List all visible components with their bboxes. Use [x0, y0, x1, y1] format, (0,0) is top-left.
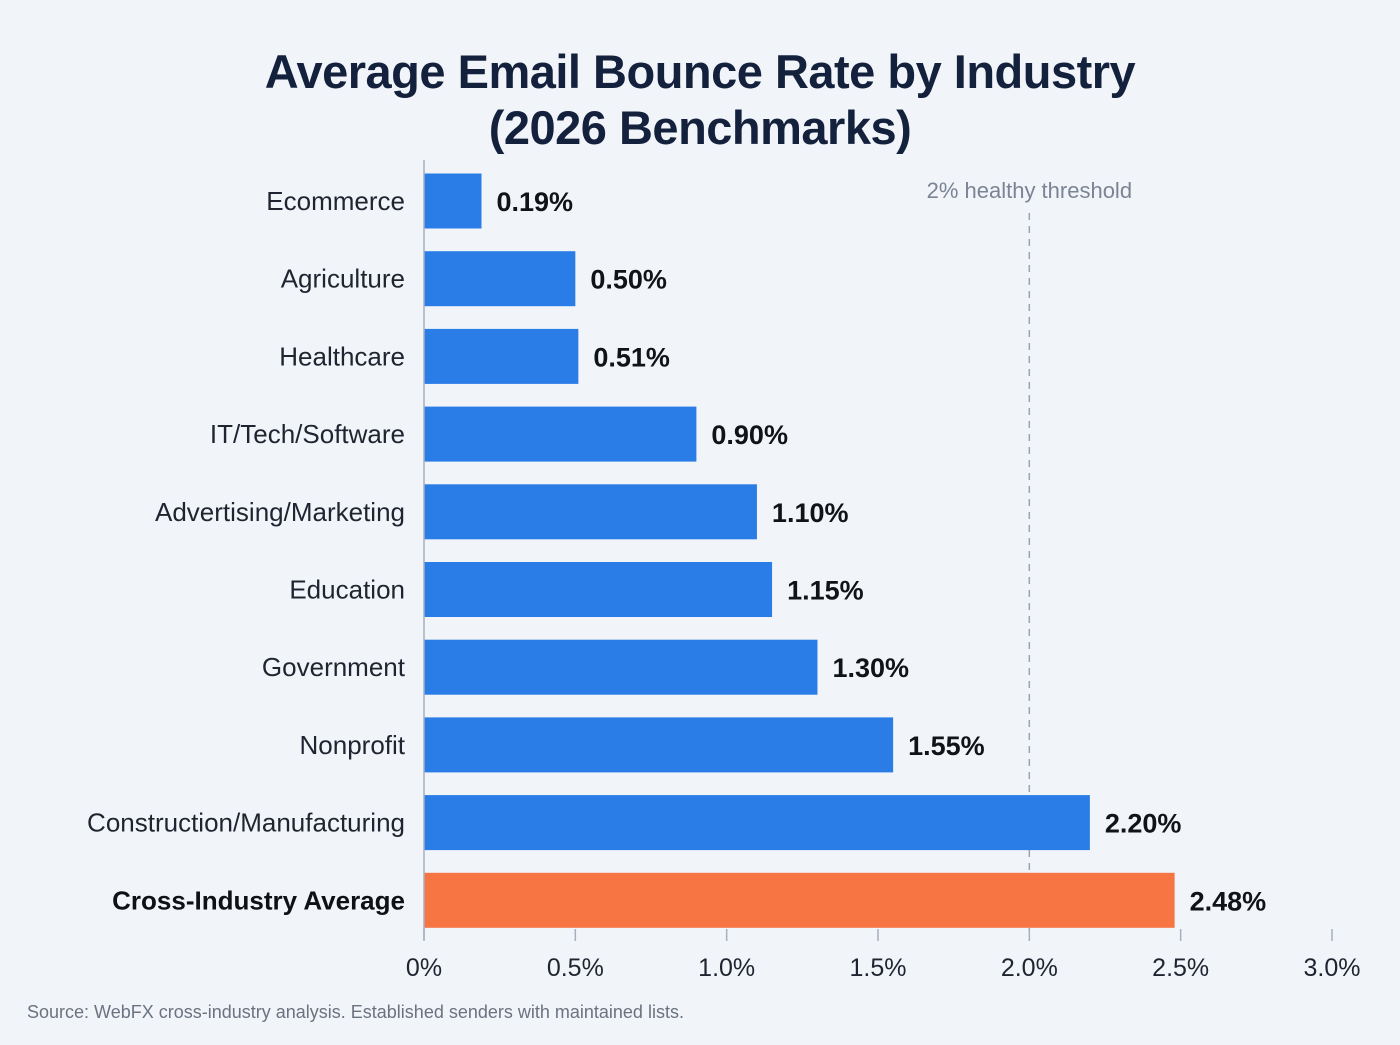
category-label: Nonprofit	[300, 730, 406, 760]
category-label: Government	[262, 652, 406, 682]
value-label: 1.10%	[772, 498, 849, 528]
value-label: 0.50%	[590, 265, 667, 295]
x-tick-label: 0.5%	[547, 954, 604, 982]
bar-4	[424, 484, 757, 540]
bar-5	[424, 562, 773, 617]
value-label: 1.55%	[908, 731, 985, 761]
category-label: Agriculture	[281, 264, 405, 294]
bar-1	[424, 251, 576, 307]
value-label: 0.19%	[497, 187, 574, 217]
chart-title: Average Email Bounce Rate by Industry (2…	[0, 44, 1400, 156]
category-label: Construction/Manufacturing	[87, 808, 405, 838]
category-label: Healthcare	[279, 341, 405, 371]
bar-0	[424, 173, 482, 229]
x-tick-label: 1.0%	[698, 954, 755, 982]
category-label: Advertising/Marketing	[155, 497, 405, 527]
bar-9	[424, 872, 1175, 928]
chart-title-line2: (2026 Benchmarks)	[488, 101, 912, 154]
bar-2	[424, 328, 579, 384]
x-tick-label: 2.5%	[1152, 954, 1209, 982]
bar-6	[424, 639, 818, 695]
value-label: 0.90%	[711, 420, 788, 450]
bar-7	[424, 717, 894, 773]
category-label: IT/Tech/Software	[210, 419, 405, 449]
x-tick-label: 3.0%	[1304, 954, 1361, 982]
value-label: 1.15%	[787, 576, 864, 606]
category-label: Education	[289, 575, 405, 605]
value-label: 0.51%	[593, 342, 670, 372]
value-label: 2.48%	[1190, 886, 1267, 916]
category-label: Ecommerce	[266, 186, 405, 216]
value-label: 2.20%	[1105, 809, 1182, 839]
bar-8	[424, 795, 1090, 851]
source-note: Source: WebFX cross-industry analysis. E…	[27, 1002, 684, 1022]
bar-3	[424, 406, 697, 462]
x-tick-label: 1.5%	[850, 954, 907, 982]
category-label: Cross-Industry Average	[112, 885, 405, 915]
threshold-label: 2% healthy threshold	[927, 178, 1132, 203]
x-tick-label: 0%	[406, 954, 442, 982]
x-tick-label: 2.0%	[1001, 954, 1058, 982]
chart-title-line1: Average Email Bounce Rate by Industry	[264, 45, 1136, 98]
value-label: 1.30%	[832, 653, 909, 683]
